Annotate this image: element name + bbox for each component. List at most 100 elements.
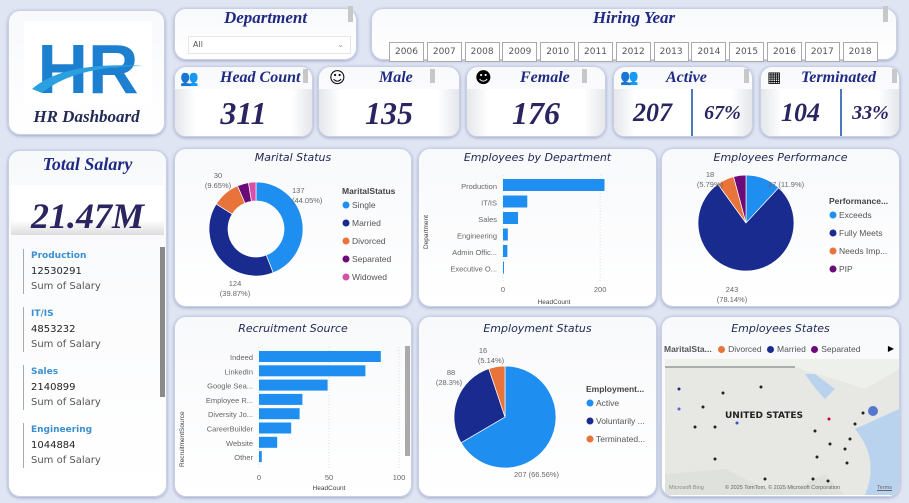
legend-title: MaritalStatus [342, 186, 396, 196]
legend-next-arrow-icon[interactable]: ▶ [887, 344, 894, 353]
bar-production[interactable] [503, 179, 605, 191]
year-button-2013[interactable]: 2013 [653, 42, 689, 62]
year-button-2012[interactable]: 2012 [615, 42, 651, 62]
slice-married[interactable] [208, 203, 274, 277]
legend-dot[interactable] [586, 399, 594, 407]
bar-indeed[interactable] [259, 351, 381, 362]
legend-dot[interactable] [586, 417, 594, 425]
legend-dot[interactable] [342, 255, 350, 263]
state-pie-marker[interactable] [868, 406, 878, 416]
legend-dot[interactable] [829, 229, 837, 237]
bar-employeer[interactable] [259, 393, 303, 405]
scrollbar[interactable] [430, 69, 435, 83]
legend-dot[interactable] [342, 201, 350, 209]
slice-single[interactable] [255, 181, 304, 274]
scrollbar[interactable] [582, 69, 587, 83]
year-button-2010[interactable]: 2010 [540, 42, 576, 62]
x-tick-label: 0 [257, 473, 261, 482]
bar-website[interactable] [259, 436, 278, 448]
legend-item: Separated [821, 344, 861, 354]
scrollbar[interactable] [303, 69, 308, 83]
bing-logo: Microsoft Bing [669, 485, 704, 491]
state-marker[interactable] [845, 461, 849, 465]
scrollbar[interactable] [883, 6, 888, 22]
bar-itis[interactable] [503, 195, 528, 208]
state-marker[interactable] [763, 477, 767, 481]
state-marker[interactable] [843, 447, 847, 451]
year-button-2018[interactable]: 2018 [842, 42, 878, 62]
year-button-2007[interactable]: 2007 [426, 42, 462, 62]
state-marker[interactable] [811, 477, 815, 481]
year-button-2016[interactable]: 2016 [767, 42, 802, 62]
legend-dot[interactable] [342, 237, 350, 245]
state-marker[interactable] [693, 425, 697, 429]
total-salary-card: Total Salary 21.47M Production 12530291 Su… [8, 150, 167, 497]
state-marker[interactable] [677, 387, 681, 391]
state-marker[interactable] [721, 391, 725, 395]
bar-executiveo[interactable] [503, 261, 504, 274]
bar-sales[interactable] [503, 212, 519, 224]
legend-dot[interactable] [829, 265, 837, 273]
state-marker[interactable] [759, 385, 763, 389]
bar-linkedin[interactable] [259, 365, 366, 377]
legend-item: Separated [352, 254, 391, 264]
year-button-2008[interactable]: 2008 [464, 42, 500, 62]
terminated-card: ▦ Terminated 104 33% [760, 66, 900, 137]
state-marker[interactable] [813, 429, 817, 433]
terms-link[interactable]: Terms [877, 485, 892, 491]
bar-other[interactable] [259, 451, 262, 463]
year-button-2015[interactable]: 2015 [729, 42, 765, 62]
us-map[interactable]: UNITED STATES Microsoft Bing © 2025 TomT… [665, 359, 899, 495]
bar-engineering[interactable] [503, 228, 508, 241]
scrollbar[interactable] [160, 247, 165, 397]
legend-dot[interactable] [342, 273, 350, 281]
bar-careerbuilder[interactable] [259, 422, 292, 434]
year-button-2006[interactable]: 2006 [389, 42, 424, 62]
slice-pip[interactable] [733, 174, 747, 224]
year-button-2009[interactable]: 2009 [502, 42, 538, 62]
state-marker[interactable] [853, 422, 857, 426]
state-marker[interactable] [701, 405, 705, 409]
legend-dot[interactable] [342, 219, 350, 227]
scrollbar[interactable] [892, 69, 897, 83]
slice-terminated[interactable] [488, 365, 506, 418]
male-title: Male [379, 69, 413, 86]
bar-adminoffic[interactable] [503, 245, 508, 257]
state-marker[interactable] [815, 455, 819, 459]
state-marker[interactable] [735, 421, 739, 425]
y-axis-label: RecruitmentSource [179, 411, 186, 467]
state-marker[interactable] [826, 479, 830, 483]
state-marker[interactable] [677, 407, 681, 411]
year-button-2014[interactable]: 2014 [691, 42, 727, 62]
scrollbar[interactable] [405, 346, 410, 456]
slice-fullymeets[interactable] [697, 183, 795, 272]
salary-value: 2140899 [31, 382, 76, 393]
legend-item: Divorced [352, 236, 386, 246]
year-button-2011[interactable]: 2011 [578, 42, 613, 62]
female-face-icon: ☻ [475, 68, 492, 87]
state-marker[interactable] [848, 437, 852, 441]
department-dropdown[interactable]: All ⌄ [188, 36, 351, 54]
state-marker[interactable] [713, 425, 717, 429]
terminated-value: 104 [781, 98, 820, 127]
bar-diversityjo[interactable] [259, 408, 300, 420]
scrollbar[interactable] [348, 6, 353, 22]
legend-dot[interactable] [829, 247, 837, 255]
state-marker[interactable] [827, 417, 831, 421]
state-marker[interactable] [828, 442, 832, 446]
state-marker[interactable] [861, 411, 865, 415]
slice-active[interactable] [460, 365, 557, 469]
legend-dot[interactable] [829, 211, 837, 219]
slice-widowed[interactable] [248, 181, 257, 202]
legend-dot[interactable] [586, 435, 594, 443]
scrollbar[interactable] [744, 69, 749, 83]
map-legend: MaritalSta... Divorced Married Separated [664, 344, 860, 354]
state-marker[interactable] [713, 457, 717, 461]
bar-googlesea[interactable] [259, 379, 328, 391]
department-slicer: Department All ⌄ [174, 6, 357, 60]
y-tick-label: Engineering [457, 232, 497, 241]
year-button-2017[interactable]: 2017 [804, 42, 840, 62]
divider [691, 89, 693, 136]
slice-voluntarily[interactable] [453, 368, 506, 444]
chart-title: Employees Performance [713, 151, 848, 164]
